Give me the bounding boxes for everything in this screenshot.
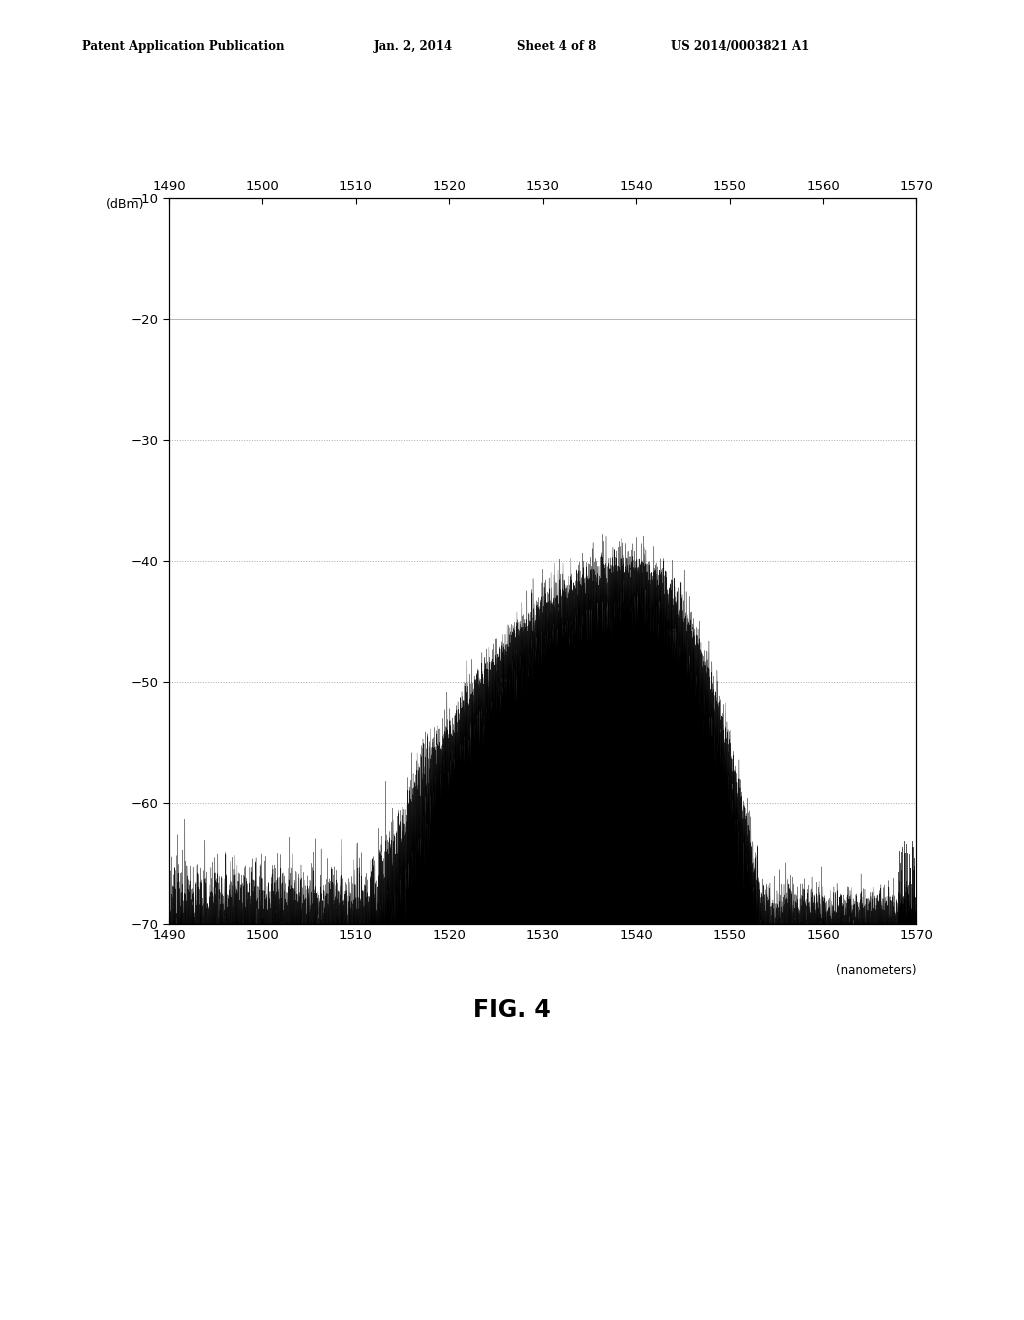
Text: FIG. 4: FIG. 4 xyxy=(473,998,551,1022)
Text: Patent Application Publication: Patent Application Publication xyxy=(82,40,285,53)
Text: Jan. 2, 2014: Jan. 2, 2014 xyxy=(374,40,453,53)
Text: Sheet 4 of 8: Sheet 4 of 8 xyxy=(517,40,596,53)
Text: (dBm): (dBm) xyxy=(105,198,144,211)
Text: (nanometers): (nanometers) xyxy=(836,964,916,977)
Text: US 2014/0003821 A1: US 2014/0003821 A1 xyxy=(671,40,809,53)
